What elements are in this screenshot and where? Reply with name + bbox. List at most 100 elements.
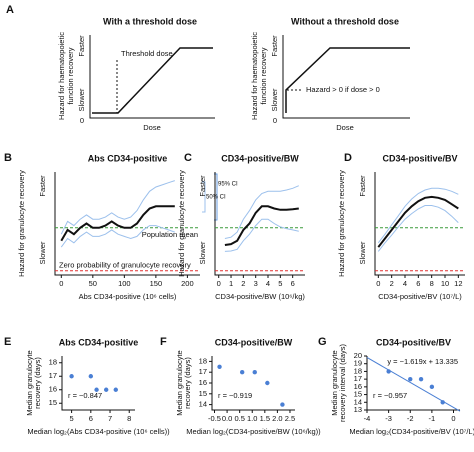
x-label: Median log₂(Abs CD34-positive (10⁶ cells… <box>27 427 170 436</box>
y-tick-label: 18 <box>49 358 57 367</box>
x-tick-label: 2.0 <box>272 414 282 423</box>
origin: 0 <box>273 116 277 125</box>
y-label: Median granulocyte <box>175 350 184 415</box>
y-label: Hazard for haematopoietic <box>250 32 259 120</box>
series-line <box>377 187 459 244</box>
y-label: recovery (days) <box>33 357 42 409</box>
point <box>265 380 270 386</box>
panel-label: D <box>344 152 352 164</box>
x-tick-label: 4 <box>403 279 407 288</box>
series-line <box>224 185 299 239</box>
series-line <box>377 205 459 252</box>
x-tick-label: 12 <box>454 279 462 288</box>
y-label: function recovery <box>259 47 268 104</box>
y-tick-label: 15 <box>199 389 207 398</box>
x-tick-label: 1.0 <box>247 414 257 423</box>
x-tick-label: 2 <box>390 279 394 288</box>
chart-title: Abs CD34-positive <box>59 337 139 347</box>
axes <box>374 172 465 276</box>
x-tick-label: 8 <box>127 414 131 423</box>
chart-title: CD34-positive/BV <box>376 337 451 347</box>
point <box>69 374 74 379</box>
x-tick-label: 100 <box>118 279 131 288</box>
x-tick-label: -0.5 <box>208 414 221 423</box>
ci-bracket <box>202 181 206 213</box>
point <box>280 402 285 407</box>
series-line <box>60 180 175 235</box>
x-label: Abs CD34-positive (10⁶ cells) <box>79 292 177 301</box>
origin: 0 <box>80 116 84 125</box>
x-tick-label: 1 <box>229 279 233 288</box>
x-tick-label: 2.5 <box>285 414 295 423</box>
panel-label: F <box>160 336 167 348</box>
x-tick-label: 0 <box>59 279 63 288</box>
y-label: Hazard for granulocyte recovery <box>337 170 346 277</box>
axes <box>54 172 200 276</box>
x-tick-label: -4 <box>364 414 371 423</box>
y-tick-label: 18 <box>199 356 207 365</box>
annotation: Hazard > 0 if dose > 0 <box>306 85 380 94</box>
y-tick-label: 14 <box>199 400 207 409</box>
x-tick-label: 50 <box>89 279 97 288</box>
faster: Faster <box>77 35 86 57</box>
chart-title: CD34-positive/BW <box>221 153 299 163</box>
diagram-title: Without a threshold dose <box>291 16 399 26</box>
y-label: recovery interval (days) <box>338 344 347 422</box>
point <box>88 374 94 379</box>
y-tick-label: 19 <box>354 359 362 368</box>
y-tick-label: 14 <box>354 397 362 406</box>
x-label: CD34-positive/BW (10⁶/kg) <box>215 292 305 301</box>
reference-label: Zero probability of granulocyte recovery <box>59 261 191 270</box>
y-tick-label: 16 <box>49 385 57 394</box>
x-tick-label: 5 <box>278 279 282 288</box>
y-tick-label: 15 <box>49 398 57 407</box>
x-tick-label: 0 <box>451 414 455 423</box>
slower: Slower <box>198 241 207 264</box>
fit-label: y = −1.619x + 13.335 <box>387 357 458 366</box>
x-tick-label: 1.5 <box>260 414 270 423</box>
series-line <box>60 225 175 248</box>
r-label: r = −0.847 <box>68 391 102 400</box>
y-label: Hazard for granulocyte recovery <box>17 170 26 277</box>
panel-label: A <box>6 4 14 16</box>
r-label: r = −0.919 <box>218 391 252 400</box>
ci-label: 50% CI <box>206 195 226 201</box>
panel-a: A With a threshold dose Without a thresh… <box>6 4 410 132</box>
curve <box>285 47 410 113</box>
panel-label: E <box>4 336 11 348</box>
faster: Faster <box>358 175 367 197</box>
point <box>440 400 445 405</box>
x-tick-label: 8 <box>430 279 434 288</box>
x-tick-label: -2 <box>407 414 414 423</box>
reference-label: Population mean <box>142 230 198 239</box>
axes <box>211 356 295 411</box>
point <box>103 387 109 392</box>
x-tick-label: 2 <box>241 279 245 288</box>
x-tick-label: 150 <box>150 279 163 288</box>
y-tick-label: 17 <box>49 371 57 380</box>
x-label: Median log₂(CD34-positive/BW (10⁶/kg)) <box>186 427 321 436</box>
slower: Slower <box>38 241 47 264</box>
y-tick-label: 17 <box>199 367 207 376</box>
x-tick-label: 0 <box>376 279 380 288</box>
point <box>113 387 118 392</box>
point <box>408 376 413 382</box>
y-tick-label: 16 <box>199 378 207 387</box>
y-tick-label: 16 <box>354 382 362 391</box>
y-label: Median granulocyte <box>25 350 34 415</box>
x-tick-label: -1 <box>429 414 436 423</box>
x-tick-label: 5 <box>70 414 74 423</box>
faster: Faster <box>198 175 207 197</box>
x-tick-label: 4 <box>266 279 270 288</box>
series-line <box>224 205 299 246</box>
x-tick-label: 0.5 <box>234 414 244 423</box>
panel-label: G <box>318 336 327 348</box>
chart-title: CD34-positive/BV <box>382 153 457 163</box>
panel-label: B <box>4 152 12 164</box>
point <box>418 376 424 382</box>
x-label: CD34-positive/BV (10⁷/L) <box>378 292 462 301</box>
y-label: Median granulocyte <box>330 350 339 415</box>
point <box>217 364 222 369</box>
y-label: function recovery <box>66 47 75 104</box>
